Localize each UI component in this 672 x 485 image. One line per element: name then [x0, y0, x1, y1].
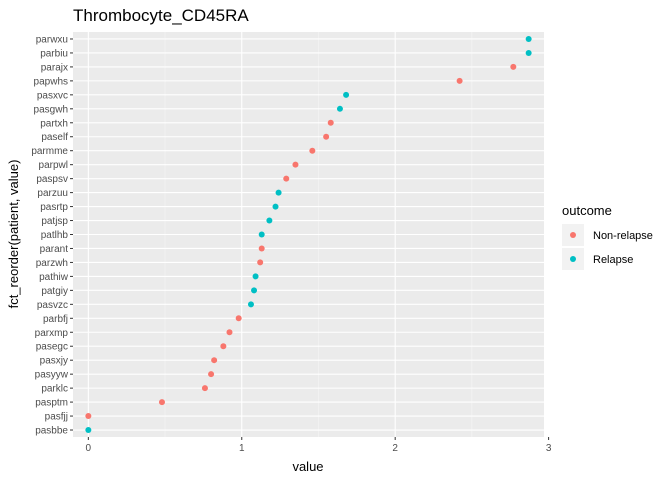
data-point-parbiu: [525, 49, 532, 56]
legend-key-point: [570, 232, 576, 238]
y-tick-label: parzwh: [36, 258, 68, 269]
legend-label: Relapse: [593, 254, 633, 266]
y-tick-label: parant: [40, 244, 69, 255]
data-point-pathiw: [252, 273, 259, 280]
data-point-parzuu: [275, 189, 282, 196]
y-tick-label: parpwl: [39, 160, 68, 171]
y-tick-label: parbiu: [40, 48, 68, 59]
grid-major: [73, 32, 550, 437]
y-tick-label: pasptm: [35, 398, 68, 409]
y-tick-label: papwhs: [34, 76, 68, 87]
y-tick-label: pasxjy: [40, 356, 68, 367]
data-point-pasyyw: [208, 371, 215, 378]
legend-title: outcome: [562, 203, 612, 218]
data-point-pasxjy: [211, 357, 218, 364]
y-tick-label: parzuu: [37, 188, 68, 199]
y-tick-label: pasxvc: [37, 90, 68, 101]
y-tick-label: partxh: [40, 118, 68, 129]
y-tick-label: patgiy: [41, 286, 68, 297]
x-tick-label: 2: [392, 443, 398, 454]
data-point-parxmp: [226, 329, 233, 336]
data-point-parant: [258, 245, 265, 252]
y-tick-label: pasgwh: [34, 104, 68, 115]
data-point-pasptm: [158, 399, 165, 406]
y-tick-label: parxmp: [35, 328, 69, 339]
data-point-paself: [323, 133, 330, 140]
data-point-patgiy: [251, 287, 258, 294]
data-point-pasgwh: [336, 105, 343, 112]
data-point-partxh: [327, 119, 334, 126]
x-axis-ticks: 0 1 2 3: [86, 437, 552, 454]
data-point-patlhb: [258, 231, 265, 238]
y-tick-label: pathiw: [39, 272, 69, 283]
x-axis-title: value: [292, 459, 323, 474]
data-point-parbfj: [235, 315, 242, 322]
y-axis-ticks: pasbbe pasfjj pasptm parklc pasyyw pasxjy pase…: [31, 34, 73, 437]
y-tick-label: pasbbe: [35, 426, 68, 437]
y-tick-label: pasrtp: [40, 202, 68, 213]
y-tick-label: pasyyw: [35, 370, 69, 381]
y-tick-label: patjsp: [41, 216, 68, 227]
data-point-pasbbe: [85, 427, 92, 434]
data-point-parwxu: [525, 35, 532, 42]
x-tick-label: 0: [86, 443, 92, 454]
y-tick-label: pasegc: [36, 342, 68, 353]
y-tick-label: pasvzc: [37, 300, 68, 311]
data-point-parmme: [309, 147, 316, 154]
data-point-pasxvc: [343, 91, 350, 98]
data-point-pasegc: [220, 343, 227, 350]
data-points: [85, 35, 532, 434]
legend-entries: Non-relapse Relapse: [562, 224, 653, 270]
legend-key-point: [570, 256, 576, 262]
data-point-parajx: [510, 63, 517, 70]
x-tick-label: 3: [546, 443, 552, 454]
data-point-pasvzc: [247, 301, 254, 308]
y-tick-label: parmme: [31, 146, 68, 157]
y-tick-label: paself: [41, 132, 68, 143]
data-point-pasfjj: [85, 413, 92, 420]
data-point-pasrtp: [272, 203, 279, 210]
chart-title: Thrombocyte_CD45RA: [73, 6, 249, 25]
data-point-parzwh: [257, 259, 264, 266]
data-point-patjsp: [266, 217, 273, 224]
y-tick-label: parklc: [41, 384, 68, 395]
legend-label: Non-relapse: [593, 230, 653, 242]
y-tick-label: parwxu: [36, 34, 68, 45]
y-axis-title: fct_reorder(patient, value): [6, 160, 21, 309]
data-point-papwhs: [456, 77, 463, 84]
y-tick-label: patlhb: [41, 230, 69, 241]
y-tick-label: pasfjj: [45, 412, 68, 423]
data-point-parklc: [201, 385, 208, 392]
y-tick-label: parajx: [41, 62, 68, 73]
data-point-paspsv: [283, 175, 290, 182]
data-point-parpwl: [292, 161, 299, 168]
y-tick-label: parbfj: [43, 314, 68, 325]
legend: outcome Non-relapse Relapse: [562, 203, 653, 270]
x-tick-label: 1: [239, 443, 245, 454]
y-tick-label: paspsv: [36, 174, 68, 185]
